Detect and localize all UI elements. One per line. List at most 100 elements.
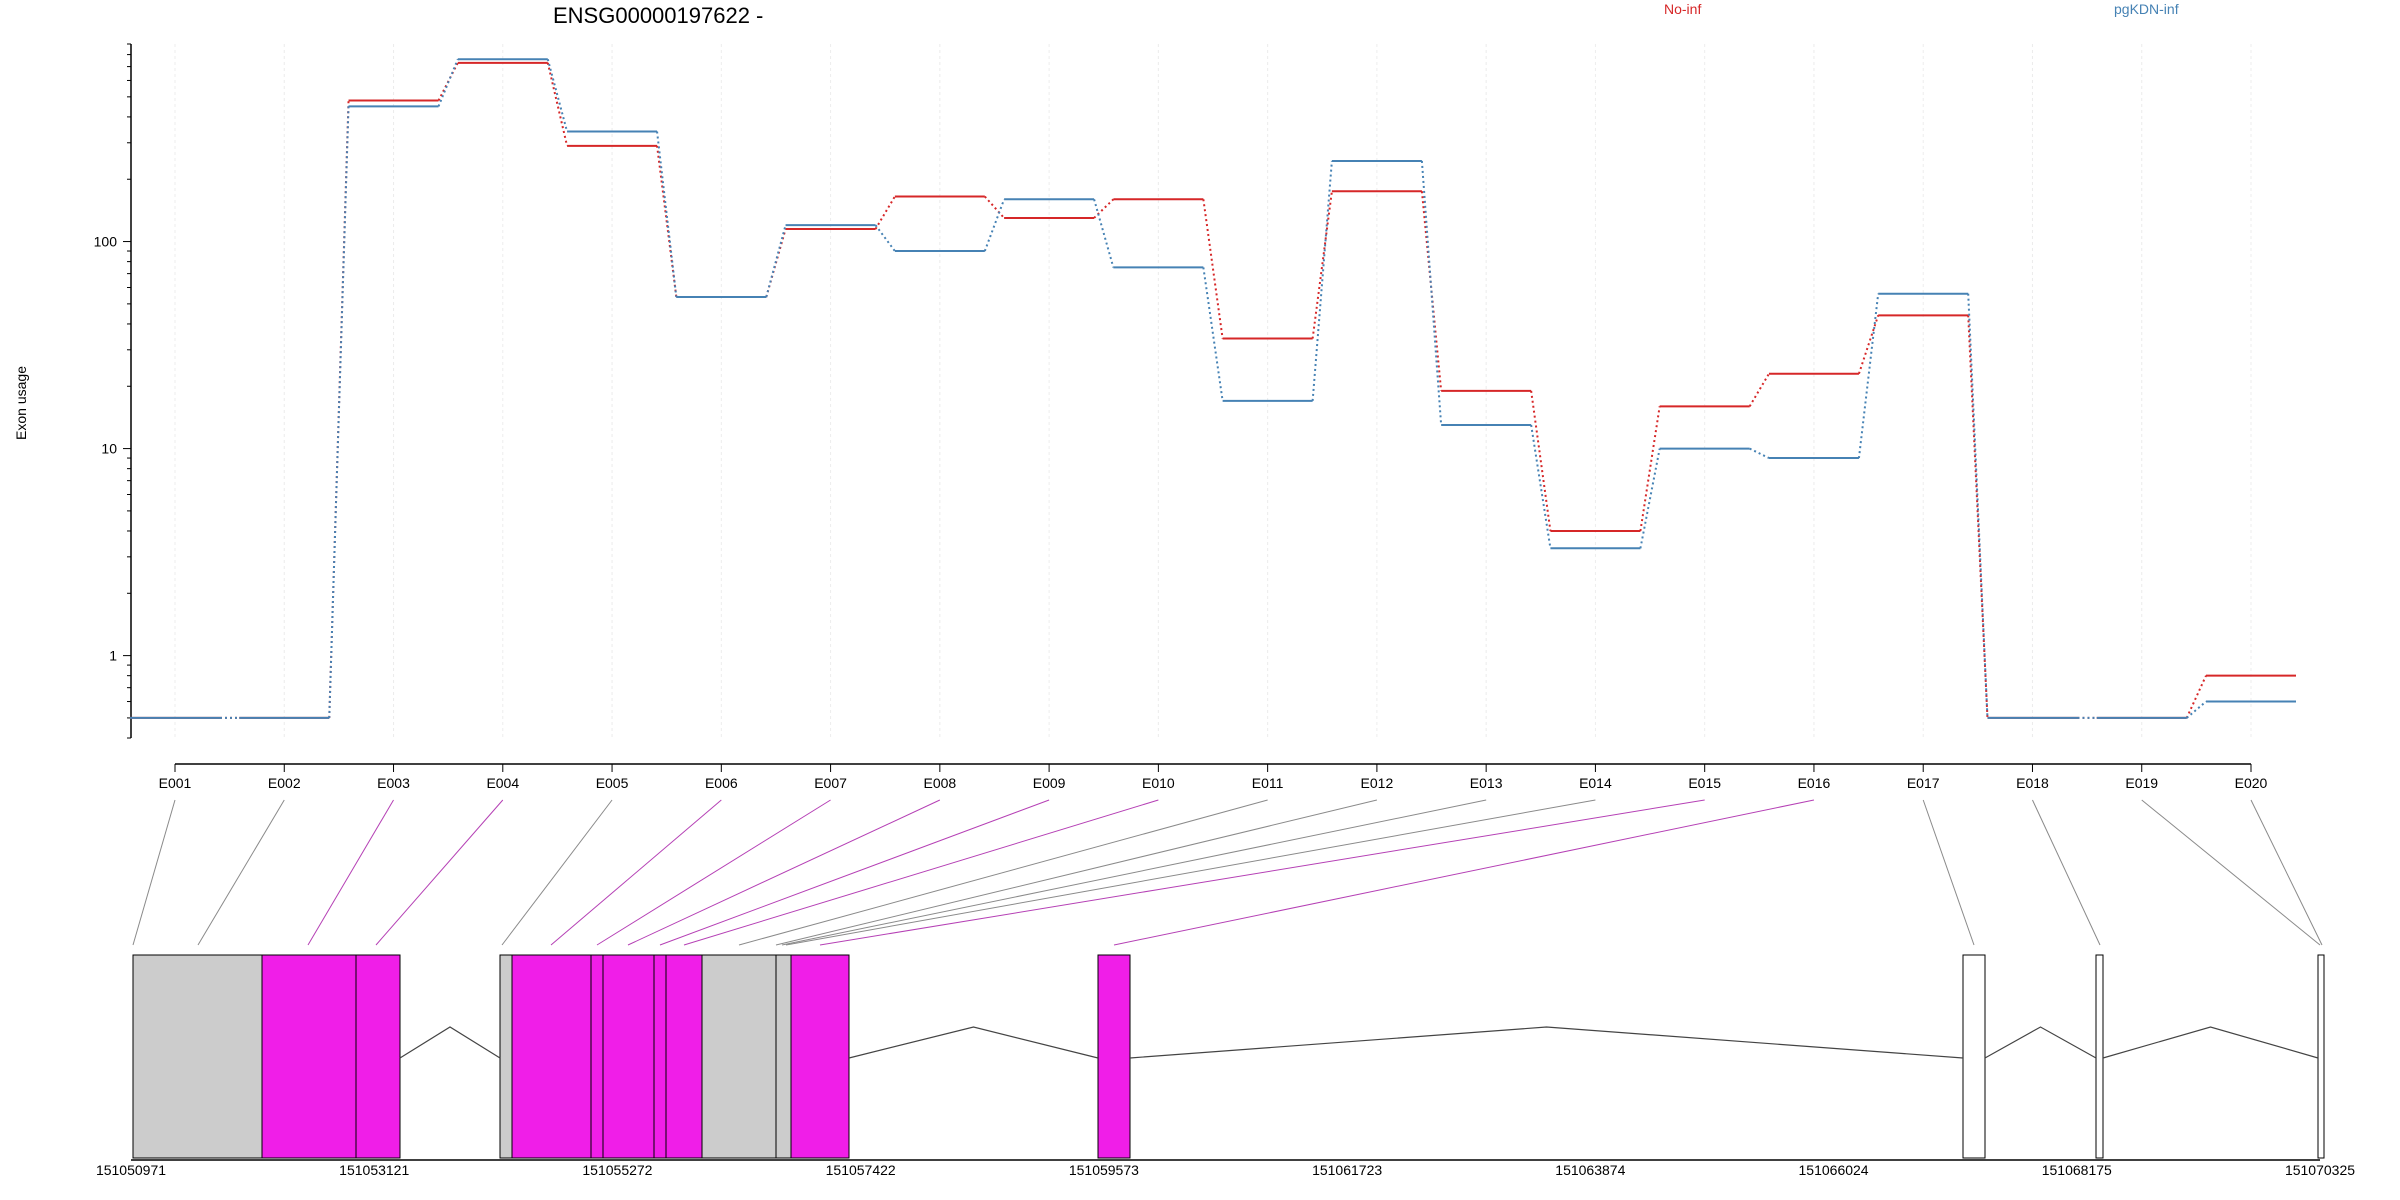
series-pgKDN-inf-link-13 [1639,448,1661,549]
exon-box-13 [1097,954,1131,1159]
exon-box-10 [701,954,777,1159]
connector-E007 [596,799,831,946]
exon-box-12 [790,954,850,1159]
series-No-inf-link-15 [1857,315,1880,375]
coordinate-tick-label-3: 151055272 [582,1162,652,1178]
series-No-inf-link-10 [1311,191,1333,339]
exon-box-11 [775,954,792,1159]
exon-box-15 [2095,954,2104,1159]
exon-box-3 [355,954,401,1159]
coordinate-tick-label-1: 151050971 [96,1162,166,1178]
exon-box-4 [499,954,513,1159]
series-No-inf-link-3 [546,62,569,147]
coordinate-tick-label-7: 151063874 [1555,1162,1625,1178]
x-tick-label-E003: E003 [377,775,410,791]
connector-E013 [781,799,1487,946]
exon-box-14 [1962,954,1986,1159]
x-tick-label-E018: E018 [2016,775,2049,791]
x-tick-label-E001: E001 [159,775,192,791]
connector-E008 [627,799,941,946]
connector-E020 [2250,799,2323,946]
series-pgKDN-inf-link-16 [1967,293,1989,718]
plot-area: 1 10 100 E001 E002 E003 E004 E005 E006 E007 E008 E0… [94,43,2296,791]
x-tick-label-E011: E011 [1252,775,1284,791]
series-pgKDN-inf-link-9 [1202,267,1224,402]
y-minor-ticks [123,43,131,739]
x-tick-label-E005: E005 [596,775,629,791]
series-pgKDN-inf-link-11 [1420,160,1443,426]
connector-E009 [659,799,1050,946]
chart-title: ENSG00000197622 - [553,3,763,28]
coordinate-tick-label-5: 151059573 [1069,1162,1139,1178]
series-pgKDN-inf-link-18 [2186,700,2207,719]
coordinate-tick-label-9: 151068175 [2042,1162,2112,1178]
series-pgKDN-inf-link-2 [437,58,459,107]
connector-E017 [1922,799,1975,946]
series-pgKDN-inf-link-15 [1857,293,1880,459]
coordinate-tick-label-4: 151057422 [826,1162,896,1178]
series-No-inf-link-14 [1748,373,1770,407]
connector-E004 [375,799,504,946]
connector-E012 [775,799,1378,946]
connector-E018 [2032,799,2101,946]
exon-box-5 [511,954,592,1159]
series-pgKDN-inf-link-7 [983,198,1006,252]
intron-line-1 [399,1026,501,1059]
y-tick-label-1: 1 [109,648,117,664]
series-No-inf-link-8 [1093,198,1115,219]
series-No-inf-link-16 [1967,315,1989,718]
x-tick-label-E007: E007 [814,775,847,791]
coordinate-tick-label-2: 151053121 [339,1162,409,1178]
x-tick-label-E012: E012 [1361,775,1394,791]
legend-entry-pgkdn-inf: pgKDN-inf [2114,1,2179,17]
intron-line-5 [2102,1026,2319,1059]
exon-box-16 [2317,954,2325,1159]
series-No-inf-link-18 [2185,675,2207,719]
connector-E016 [1113,799,1815,946]
y-tick-label-100: 100 [94,234,118,250]
x-tick-label-E013: E013 [1470,775,1503,791]
series-pgKDN-inf [130,58,2296,719]
series-pgKDN-inf-link-10 [1311,160,1333,401]
x-tick-label-E004: E004 [486,775,519,791]
x-tick-label-E010: E010 [1142,775,1175,791]
series-No-inf [130,61,2296,719]
x-tick-label-E002: E002 [268,775,301,791]
intron-line-3 [1129,1026,1964,1059]
series-pgKDN-inf-link-8 [1093,199,1115,268]
x-tick-label-E006: E006 [705,775,738,791]
y-axis-label: Exon usage [13,366,29,440]
series-No-inf-link-12 [1530,390,1552,532]
series-No-inf-link-9 [1202,199,1224,339]
y-tick-label-10: 10 [101,441,117,457]
series-pgKDN-inf-link-6 [874,224,896,252]
connector-E002 [197,799,285,946]
connector-E005 [501,799,613,946]
series-pgKDN-inf-link-14 [1749,447,1770,459]
connector-E003 [307,799,394,946]
connector-E001 [132,799,176,946]
connector-E014 [785,799,1596,946]
connector-E019 [2141,799,2321,946]
x-tick-label-E014: E014 [1579,775,1612,791]
connector-E015 [819,799,1705,946]
coordinate-tick-label-8: 151066024 [1799,1162,1869,1178]
legend-entry-no-inf: No-inf [1664,1,1701,17]
connector-E011 [738,799,1268,946]
gene-model-track: 151050971 151053121 151055272 151057422 1510… [96,954,2355,1178]
coordinate-tick-label-10: 151070325 [2285,1162,2355,1178]
x-tick-label-E019: E019 [2125,775,2158,791]
x-tick-label-E020: E020 [2235,775,2268,791]
exon-box-8 [653,954,667,1159]
connector-E006 [550,799,722,946]
x-tick-label-E016: E016 [1798,775,1831,791]
series-pgKDN-inf-link-12 [1530,424,1552,549]
x-tick-label-E015: E015 [1688,775,1721,791]
exon-box-1 [132,954,263,1159]
series-No-inf-link-6 [874,196,896,230]
x-tick-label-E008: E008 [923,775,956,791]
intron-line-4 [1984,1026,2097,1059]
series-pgKDN-inf-link-4 [656,131,678,298]
